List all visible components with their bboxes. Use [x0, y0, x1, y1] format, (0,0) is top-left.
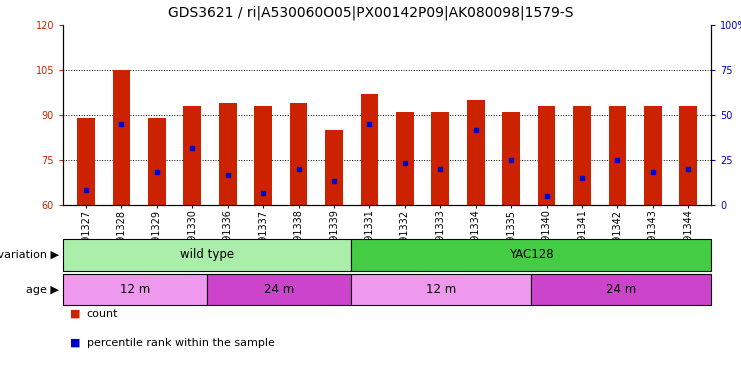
- Text: percentile rank within the sample: percentile rank within the sample: [87, 338, 275, 348]
- Text: 24 m: 24 m: [606, 283, 637, 296]
- Bar: [219, 103, 236, 205]
- Text: age ▶: age ▶: [27, 285, 59, 295]
- Bar: [113, 70, 130, 205]
- Bar: [148, 118, 166, 205]
- Bar: [396, 112, 413, 205]
- Bar: [290, 103, 308, 205]
- Bar: [574, 106, 591, 205]
- Text: 24 m: 24 m: [264, 283, 294, 296]
- Bar: [207, 274, 351, 305]
- Text: YAC128: YAC128: [509, 248, 554, 262]
- Bar: [361, 94, 379, 205]
- Bar: [351, 239, 711, 271]
- Bar: [644, 106, 662, 205]
- Bar: [538, 106, 556, 205]
- Text: genotype/variation ▶: genotype/variation ▶: [0, 250, 59, 260]
- Bar: [467, 100, 485, 205]
- Bar: [63, 274, 207, 305]
- Bar: [531, 274, 711, 305]
- Text: wild type: wild type: [180, 248, 234, 262]
- Bar: [77, 118, 95, 205]
- Bar: [679, 106, 697, 205]
- Bar: [254, 106, 272, 205]
- Text: GDS3621 / ri|A530060O05|PX00142P09|AK080098|1579-S: GDS3621 / ri|A530060O05|PX00142P09|AK080…: [167, 6, 574, 20]
- Bar: [63, 239, 351, 271]
- Text: ■: ■: [70, 338, 81, 348]
- Text: 12 m: 12 m: [120, 283, 150, 296]
- Bar: [608, 106, 626, 205]
- Text: 12 m: 12 m: [426, 283, 456, 296]
- Bar: [351, 274, 531, 305]
- Bar: [325, 130, 343, 205]
- Text: count: count: [87, 309, 119, 319]
- Bar: [431, 112, 449, 205]
- Bar: [502, 112, 520, 205]
- Text: ■: ■: [70, 309, 81, 319]
- Bar: [184, 106, 201, 205]
